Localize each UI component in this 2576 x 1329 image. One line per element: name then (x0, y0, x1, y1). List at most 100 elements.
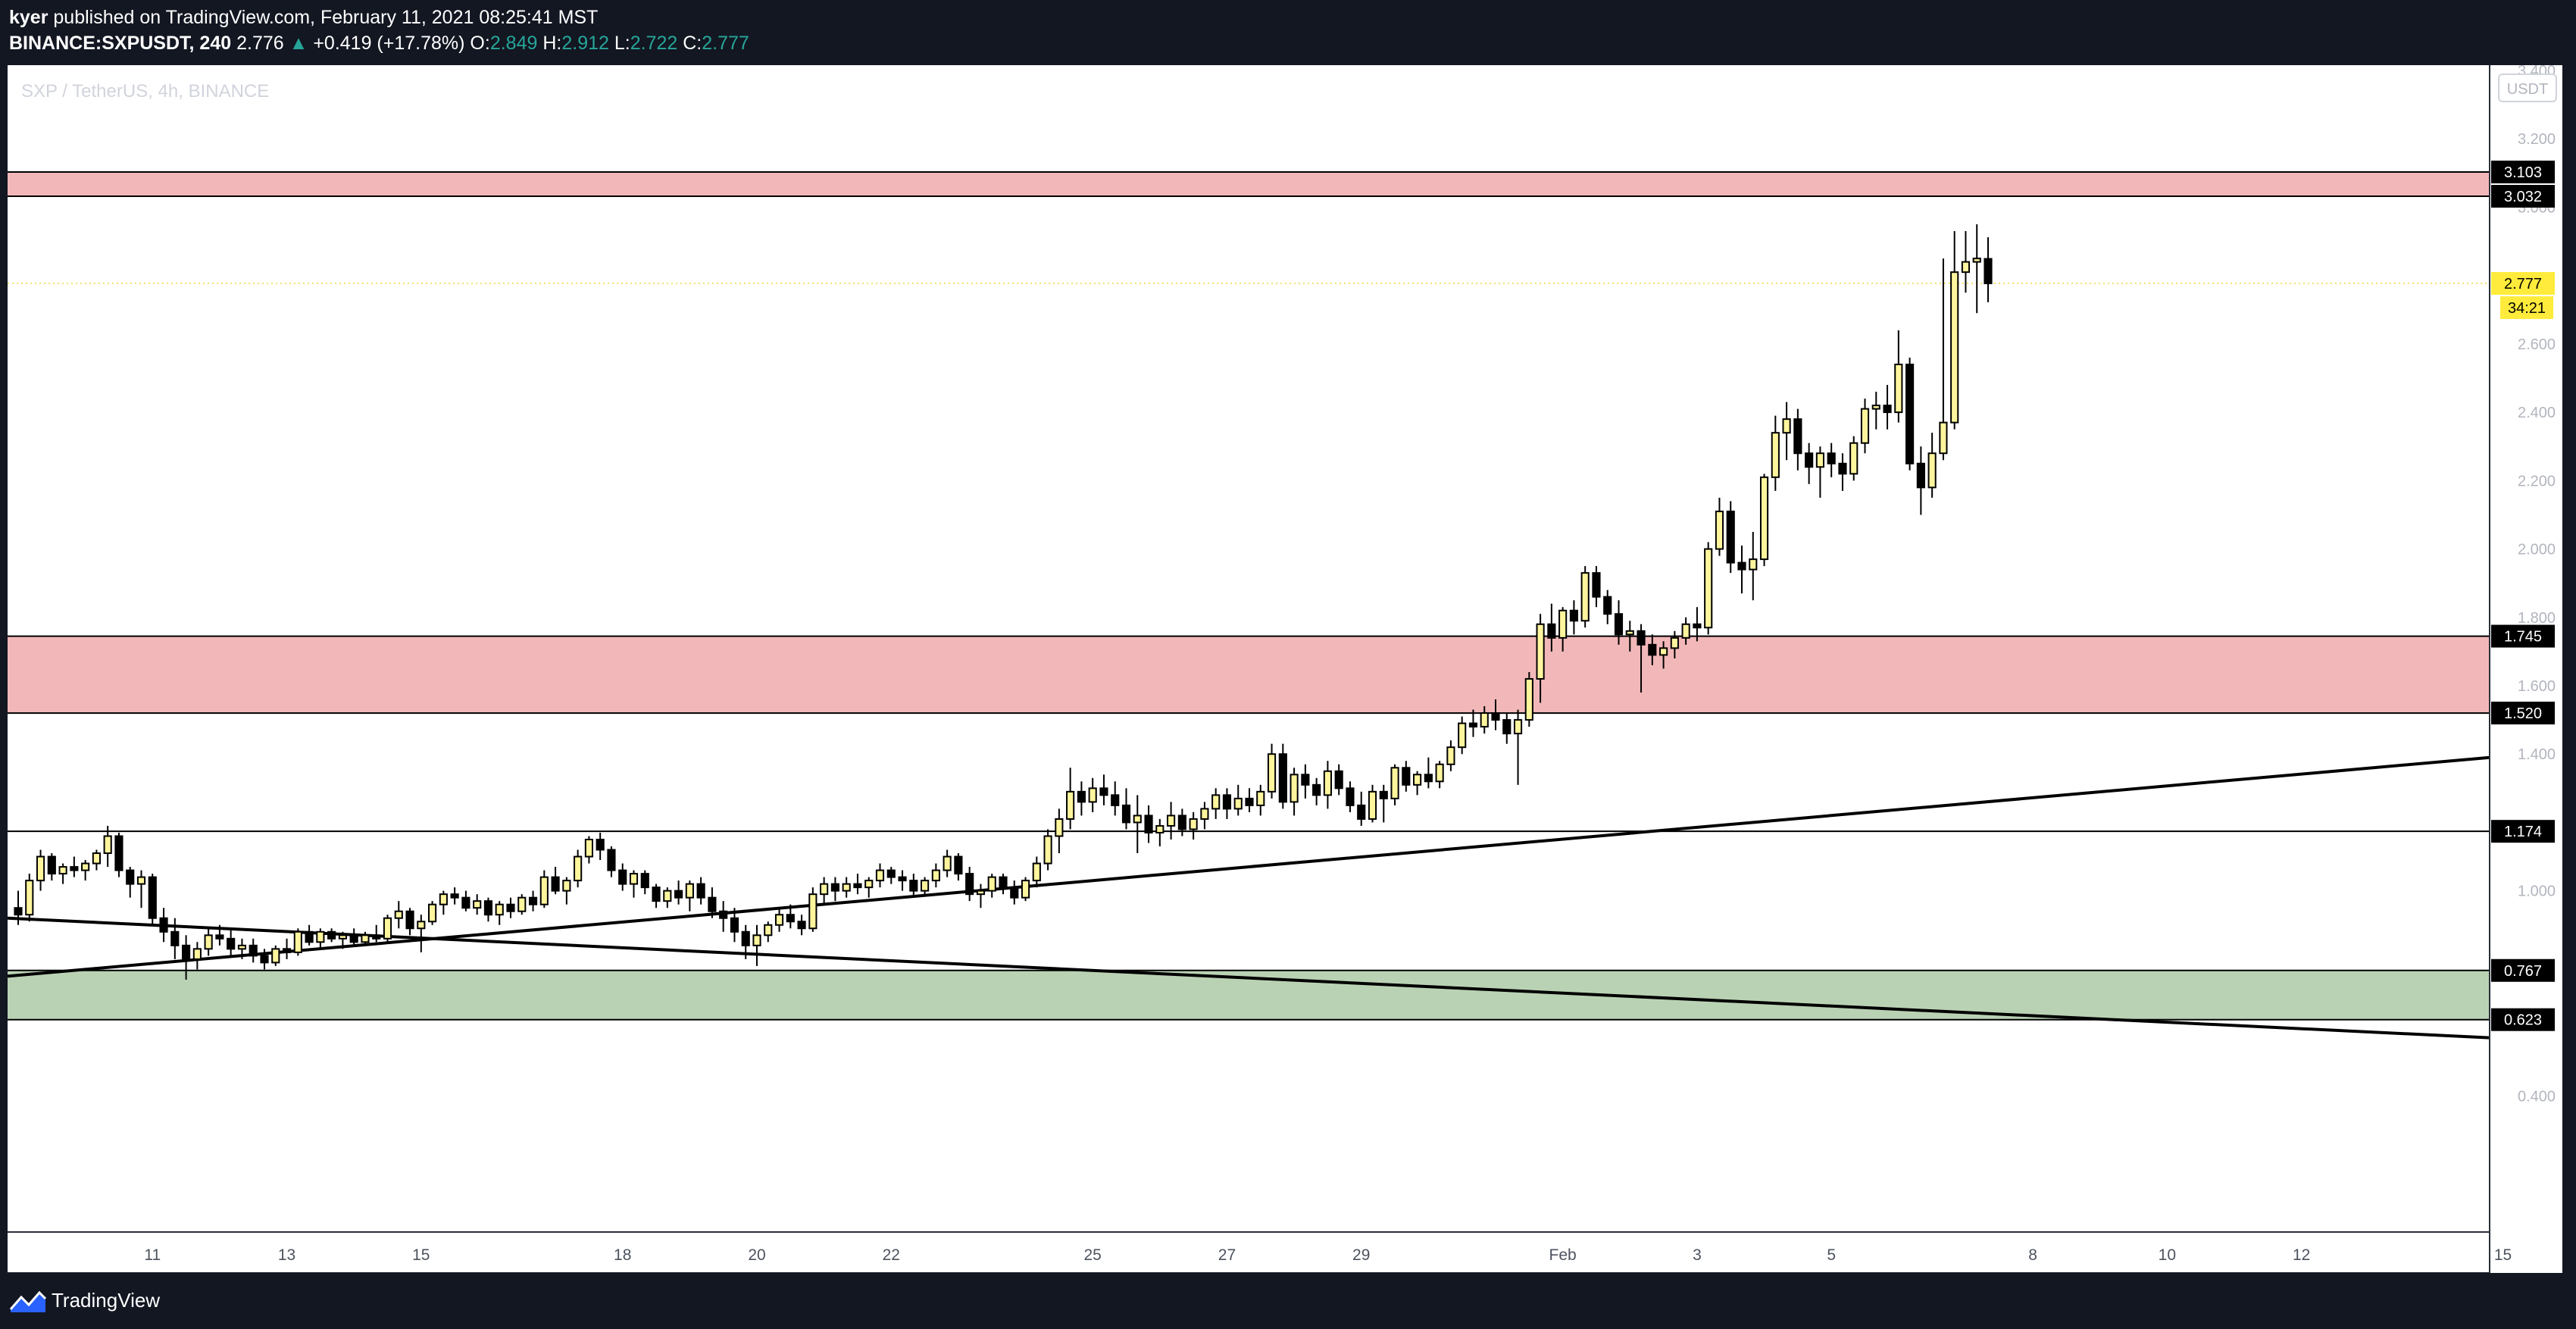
candle (1681, 617, 1690, 645)
candle (719, 901, 728, 932)
y-tick-label: 3.200 (2518, 131, 2556, 148)
bullish-candle-body (439, 893, 448, 905)
candle (1827, 442, 1836, 477)
bearish-candle-body (170, 930, 180, 946)
candle (1099, 774, 1108, 805)
candle (92, 849, 101, 871)
bullish-candle-body (1211, 794, 1221, 810)
candle (1805, 442, 1814, 484)
candle (293, 928, 302, 956)
bullish-candle-body (428, 903, 437, 923)
candle (730, 908, 739, 943)
chart-area[interactable]: 3.6003.4003.2003.0002.6002.4002.2002.000… (8, 65, 2562, 1273)
bearish-candle-body (1827, 452, 1836, 464)
bearish-candle-body (1346, 787, 1355, 806)
candle (652, 883, 661, 908)
bullish-candle-body (1021, 880, 1030, 899)
tradingview-logo-icon[interactable] (9, 1288, 47, 1314)
bullish-candle-body (237, 944, 247, 950)
candle (1357, 791, 1366, 826)
bullish-candle-body (1749, 558, 1758, 571)
bullish-candle-body (1536, 623, 1545, 680)
bearish-candle-body (372, 934, 381, 940)
bullish-candle-body (1961, 261, 1971, 274)
bullish-candle-body (383, 917, 392, 940)
bullish-candle-body (271, 948, 280, 964)
bullish-candle-body (361, 934, 370, 943)
candle (1648, 634, 1657, 665)
bearish-candle-body (1312, 783, 1321, 796)
candle (786, 904, 795, 929)
level-price-label: 1.174 (2504, 824, 2542, 840)
countdown-tag (2500, 296, 2553, 320)
level-price-tag (2491, 185, 2555, 208)
candle (439, 890, 448, 915)
candle (1021, 877, 1030, 902)
y-tick-label: 2.000 (2518, 542, 2556, 558)
tradingview-brand[interactable]: TradingView (52, 1289, 161, 1312)
bullish-candle-body (774, 914, 784, 926)
candle (976, 883, 986, 908)
bearish-candle-body (182, 944, 191, 960)
candle (1256, 784, 1265, 816)
bullish-candle-body (1066, 790, 1075, 820)
level-price-tag (2491, 702, 2555, 725)
bullish-candle-body (103, 835, 112, 855)
candle (875, 863, 885, 888)
candle (999, 874, 1008, 895)
x-tick-label: Feb (1549, 1246, 1577, 1264)
bearish-candle-body (1502, 719, 1512, 735)
candle (1558, 607, 1568, 652)
symbol-label[interactable]: BINANCE:SXPUSDT, 240 (9, 33, 232, 54)
candle (1670, 630, 1679, 658)
candle (316, 928, 325, 949)
bearish-candle-body (1547, 623, 1556, 639)
bullish-candle-body (1446, 746, 1455, 765)
candle (1301, 764, 1310, 799)
candle (1984, 237, 1993, 302)
close-label: C: (683, 33, 702, 54)
bullish-candle-body (417, 921, 426, 930)
bullish-candle-body (574, 855, 583, 882)
bearish-candle-body (618, 869, 627, 885)
candle (1055, 808, 1064, 854)
ohlc-legend: BINANCE:SXPUSDT, 240 2.776 ▲ +0.419 (+17… (9, 30, 749, 56)
candle (574, 849, 583, 888)
bullish-candle-body (192, 948, 202, 960)
level-price-label: 0.623 (2504, 1012, 2542, 1029)
bearish-candle-body (1905, 363, 1915, 464)
level-price-label: 0.767 (2504, 963, 2542, 980)
bearish-candle-body (1726, 510, 1735, 564)
candle (663, 887, 672, 908)
candle (282, 938, 292, 959)
candle (405, 908, 414, 936)
x-tick-label: 13 (278, 1246, 295, 1264)
bullish-candle-body (1032, 862, 1041, 882)
candle (1972, 224, 1981, 314)
candle (1737, 546, 1746, 594)
bearish-candle-body (1010, 887, 1019, 899)
candle (1547, 603, 1556, 652)
candle (909, 874, 918, 898)
candle (1278, 743, 1287, 809)
candle (1346, 781, 1355, 812)
candle (126, 867, 135, 898)
level-price-tag (2491, 820, 2555, 843)
candle (417, 915, 426, 952)
bearish-candle-body (227, 937, 236, 950)
price-chart[interactable]: 3.6003.4003.2003.0002.6002.4002.2002.000… (8, 65, 2562, 1273)
candle (1121, 788, 1131, 830)
bearish-candle-body (797, 921, 806, 930)
candle (853, 874, 862, 895)
level-price-tag (2491, 624, 2555, 648)
candle (685, 880, 694, 912)
x-tick-label: 22 (883, 1246, 900, 1264)
bullish-candle-body (36, 855, 45, 882)
bearish-candle-body (708, 896, 717, 912)
y-tick-label: 2.600 (2518, 336, 2556, 353)
bearish-candle-body (1491, 712, 1500, 721)
bullish-candle-body (1894, 363, 1903, 414)
currency-badge-box[interactable] (2498, 73, 2557, 102)
candle (1390, 764, 1399, 805)
author-name[interactable]: kyer (9, 7, 48, 28)
